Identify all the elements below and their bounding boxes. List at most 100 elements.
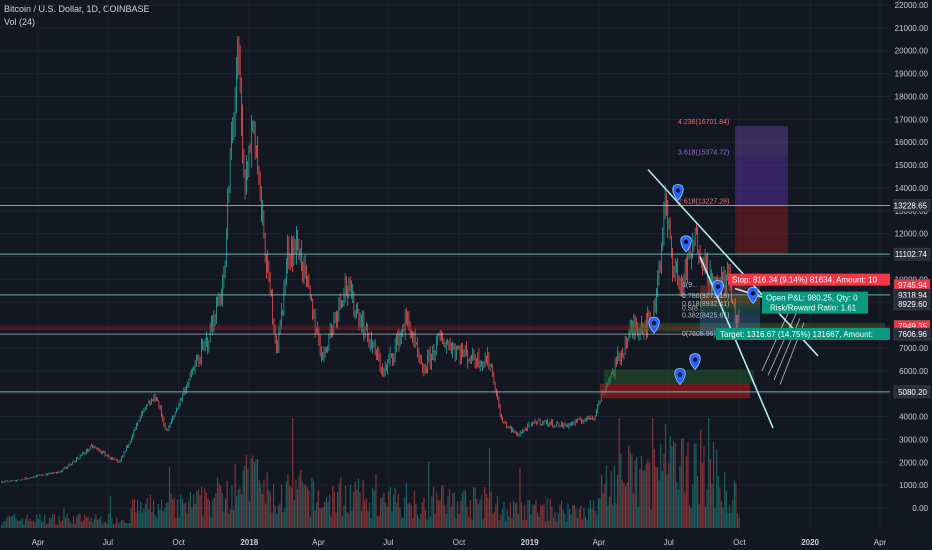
volume-bar	[713, 441, 715, 528]
volume-bar	[325, 497, 327, 528]
fib-retracement-label: 0.786(9273.18)	[682, 293, 729, 300]
volume-bar	[84, 514, 86, 528]
volume-bar	[36, 514, 38, 528]
volume-bar	[476, 498, 478, 528]
fib-retracement-label: 0.5(8...	[682, 306, 704, 313]
volume-bar	[420, 513, 422, 528]
volume-bar	[161, 499, 163, 528]
volume-bar	[281, 484, 283, 528]
volume-bar	[415, 503, 417, 528]
zone-boxes	[0, 126, 890, 399]
volume-bar	[724, 472, 726, 528]
volume-bar	[28, 520, 30, 528]
volume-bar	[18, 521, 20, 528]
volume-bar	[647, 458, 649, 528]
price-axis-tag-label: 7949.35	[898, 322, 927, 331]
price-axis-tag	[893, 199, 931, 212]
fib-retracement-label: 0.382(8425.61)	[682, 312, 729, 319]
volume-bar	[191, 507, 193, 528]
marker-pin-dot	[677, 372, 683, 377]
volume-bar	[212, 500, 214, 528]
time-tick-label: Apr	[874, 538, 887, 547]
volume-bar	[733, 480, 735, 528]
volume-bar	[50, 517, 52, 528]
volume-bar	[261, 494, 263, 528]
volume-bar	[690, 508, 692, 528]
volume-bar	[655, 466, 657, 528]
marker-pin-dot	[750, 291, 756, 296]
volume-bar	[433, 486, 435, 528]
price-axis-tag	[893, 297, 931, 311]
volume-bar	[596, 515, 598, 528]
volume-bar	[236, 496, 238, 528]
volume-bar	[29, 518, 31, 528]
volume-bar	[599, 499, 601, 528]
volume-bar	[234, 464, 236, 528]
volume-bar	[732, 500, 734, 528]
volume-bar	[605, 465, 607, 528]
volume-bar	[141, 512, 143, 528]
volume-bar	[618, 418, 620, 528]
volume-bar	[9, 516, 11, 528]
volume-bar	[31, 521, 33, 528]
volume-bar	[522, 519, 524, 528]
time-tick-label: Oct	[172, 538, 185, 547]
volume-bar	[348, 513, 350, 528]
volume-bar	[580, 505, 582, 528]
volume-bar	[586, 520, 588, 528]
volume-bar	[4, 521, 6, 528]
volume-bar	[445, 513, 447, 528]
volume-bar	[66, 514, 68, 528]
volume-bar	[671, 446, 673, 528]
volume-bar	[386, 506, 388, 528]
volume-bar	[466, 506, 468, 528]
volume-bar	[594, 511, 596, 528]
volume-bar	[138, 511, 140, 528]
volume-bar	[737, 513, 739, 528]
volume-bar	[521, 502, 523, 528]
volume-bar	[394, 487, 396, 528]
volume-bar	[314, 510, 316, 528]
volume-bar	[257, 459, 259, 528]
volume-bar	[378, 515, 380, 528]
volume-bar	[493, 511, 495, 528]
volume-bar	[569, 509, 571, 528]
volume-bar	[610, 471, 612, 528]
fib-ext-band-2	[735, 156, 788, 206]
time-tick-label: Jul	[664, 538, 674, 547]
volume-bar	[513, 501, 515, 528]
volume-bar	[65, 517, 67, 528]
volume-bar	[340, 477, 342, 528]
volume-bar	[329, 494, 331, 528]
volume-bar	[452, 493, 454, 528]
volume-bar	[244, 466, 246, 528]
volume-bar	[197, 489, 199, 528]
volume-bar	[716, 449, 718, 528]
volume-bar	[237, 489, 239, 528]
volume-bar	[173, 497, 175, 528]
risk-reward-text: Risk/Reward Ratio: 1.61	[770, 304, 857, 313]
volume-bar	[130, 508, 132, 528]
volume-bar	[295, 479, 297, 528]
volume-bar	[90, 517, 92, 528]
volume-bar	[514, 503, 516, 528]
volume-bar	[397, 493, 399, 528]
volume-bar	[425, 509, 427, 528]
volume-bar	[642, 470, 644, 528]
price-tick-label: 15000.00	[895, 161, 929, 170]
volume-bar	[124, 522, 126, 528]
volume-bar	[13, 513, 15, 528]
volume-bar	[471, 519, 473, 528]
volume-bar	[373, 490, 375, 528]
volume-bar	[612, 504, 614, 528]
volume-bar	[405, 482, 407, 528]
volume-bar	[186, 513, 188, 528]
volume-bar	[321, 508, 323, 528]
volume-bar	[401, 517, 403, 528]
volume-bar	[581, 519, 583, 528]
volume-bar	[650, 509, 652, 528]
volume-bar	[559, 504, 561, 528]
volume-bar	[524, 504, 526, 528]
volume-bar	[271, 512, 273, 528]
